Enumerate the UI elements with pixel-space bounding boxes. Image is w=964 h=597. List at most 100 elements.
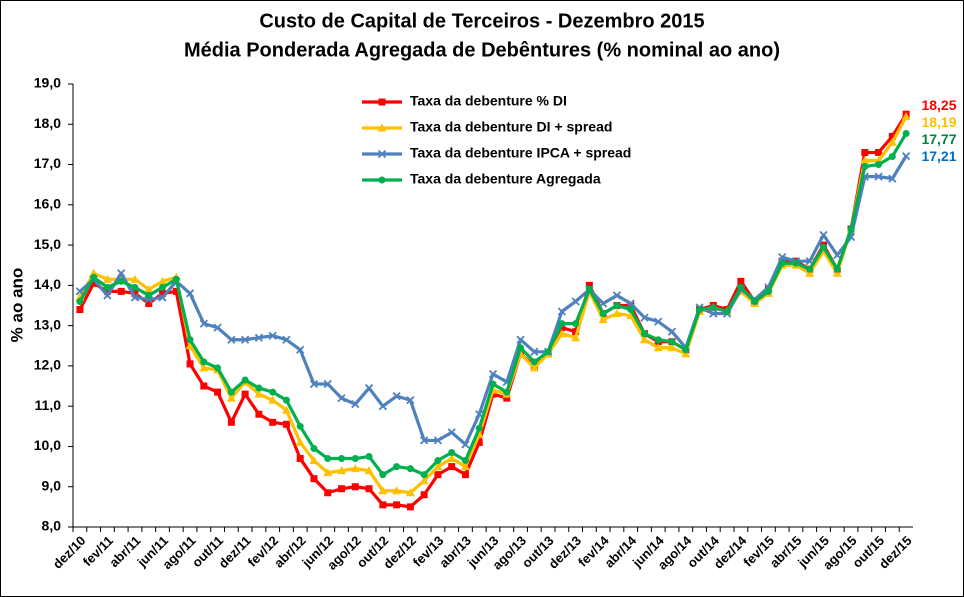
data-point xyxy=(448,448,456,456)
legend-marker xyxy=(378,176,386,184)
data-point xyxy=(901,112,911,121)
data-point xyxy=(117,287,125,295)
data-point xyxy=(186,360,194,368)
data-point xyxy=(337,393,346,403)
data-point xyxy=(434,457,442,465)
legend-marker xyxy=(377,149,387,159)
y-axis-label: % ao ano xyxy=(7,268,26,343)
data-point xyxy=(131,283,139,291)
data-point xyxy=(392,391,401,401)
data-point xyxy=(654,336,662,344)
data-point xyxy=(351,400,360,409)
y-tick-label: 12,0 xyxy=(34,357,61,373)
data-point xyxy=(269,388,277,396)
data-point xyxy=(557,307,566,316)
data-point xyxy=(337,466,347,475)
data-point xyxy=(295,437,305,446)
data-point xyxy=(379,501,387,509)
data-point xyxy=(338,485,346,493)
data-point xyxy=(516,335,525,344)
data-point xyxy=(517,344,525,352)
data-point xyxy=(599,310,607,318)
data-point xyxy=(350,464,360,473)
data-point xyxy=(351,455,359,463)
data-point xyxy=(557,329,567,338)
data-point xyxy=(310,444,318,452)
data-point xyxy=(200,382,208,390)
data-point xyxy=(585,285,593,293)
data-point xyxy=(365,453,373,461)
data-point xyxy=(682,346,690,354)
data-point xyxy=(131,289,139,297)
data-point xyxy=(351,483,359,491)
data-point xyxy=(323,379,332,389)
data-point xyxy=(241,390,249,398)
data-point xyxy=(819,230,828,240)
y-tick-label: 15,0 xyxy=(34,236,61,252)
data-point xyxy=(737,283,745,291)
data-point xyxy=(475,438,483,446)
data-point xyxy=(172,287,180,295)
data-point xyxy=(888,174,897,183)
data-point xyxy=(806,265,814,273)
data-point xyxy=(902,130,910,138)
value-label: 18,19 xyxy=(921,114,956,130)
data-point xyxy=(186,336,194,344)
data-point xyxy=(626,299,635,308)
data-point xyxy=(406,465,414,473)
data-point xyxy=(420,471,428,479)
data-point xyxy=(324,455,332,463)
data-point xyxy=(145,291,153,299)
data-point xyxy=(572,328,580,336)
data-point xyxy=(255,384,263,392)
data-point xyxy=(282,396,290,404)
data-point xyxy=(130,274,140,283)
data-point xyxy=(254,333,264,342)
data-point xyxy=(709,304,717,312)
data-point xyxy=(447,428,456,437)
data-point xyxy=(281,405,291,414)
data-point xyxy=(296,455,304,463)
data-point xyxy=(158,276,168,285)
data-point xyxy=(117,269,126,278)
data-point xyxy=(214,388,222,396)
data-point xyxy=(338,455,346,463)
data-point xyxy=(324,489,332,497)
value-label: 17,21 xyxy=(921,148,956,164)
data-point xyxy=(668,338,676,346)
data-point xyxy=(530,347,539,356)
data-point xyxy=(406,503,414,511)
data-point xyxy=(861,148,869,156)
y-tick-label: 19,0 xyxy=(34,75,61,91)
data-point xyxy=(751,297,759,305)
data-point xyxy=(626,311,636,320)
data-point xyxy=(145,299,153,307)
data-point xyxy=(558,324,566,332)
data-point xyxy=(598,315,608,324)
data-point xyxy=(681,349,691,358)
data-point xyxy=(76,297,84,305)
data-point xyxy=(103,291,112,300)
data-point xyxy=(90,279,98,287)
data-point xyxy=(282,335,291,344)
y-tick-label: 14,0 xyxy=(34,276,61,292)
data-point xyxy=(667,343,677,352)
data-point xyxy=(612,309,622,318)
data-point xyxy=(696,306,704,314)
data-point xyxy=(503,388,511,396)
data-point xyxy=(612,291,622,300)
data-point xyxy=(420,491,428,499)
data-point xyxy=(214,364,222,372)
data-point xyxy=(323,468,333,477)
data-point xyxy=(255,410,263,418)
data-point xyxy=(102,274,112,283)
data-point xyxy=(309,379,319,389)
data-point xyxy=(901,151,911,161)
y-tick-label: 16,0 xyxy=(34,196,61,212)
data-point xyxy=(847,225,855,233)
data-point xyxy=(887,137,897,146)
data-point xyxy=(832,268,842,277)
data-point xyxy=(420,436,429,445)
data-point xyxy=(199,319,208,328)
